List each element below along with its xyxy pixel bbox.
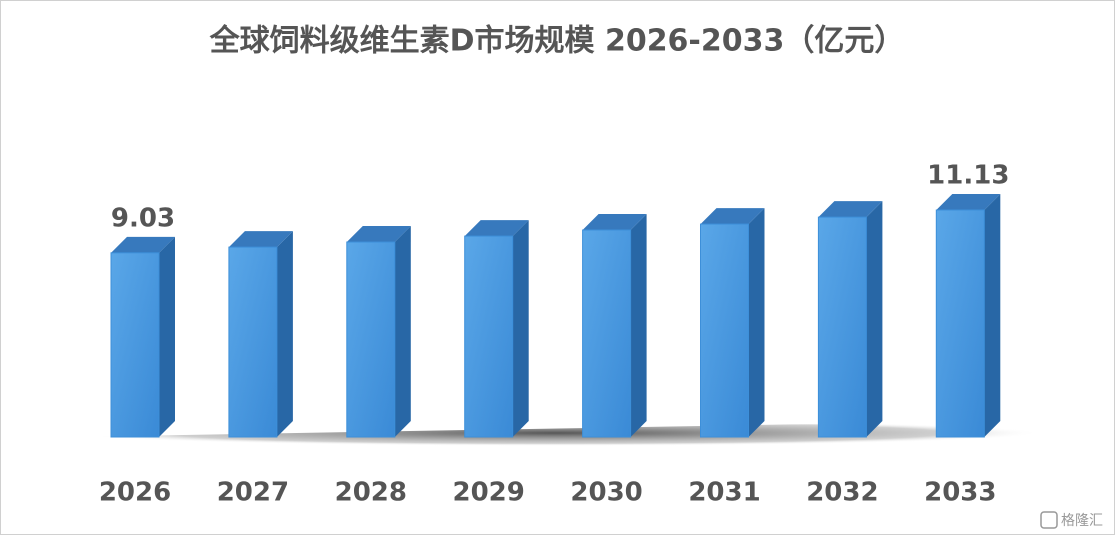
bar (464, 235, 514, 438)
bar-side (748, 208, 765, 437)
bar-side (866, 201, 883, 437)
x-tick-label: 2031 (688, 478, 760, 508)
x-tick-label: 2033 (924, 478, 996, 508)
bar-top (582, 213, 647, 230)
data-label: 9.03 (111, 203, 175, 233)
watermark-text: 格隆汇 (1061, 513, 1103, 529)
bar-top (464, 220, 529, 237)
bar (228, 246, 278, 438)
bar-top (228, 231, 293, 248)
bar-side (984, 194, 1001, 437)
bar-side (276, 231, 293, 437)
bar (935, 209, 985, 438)
watermark-icon (1040, 511, 1058, 529)
x-tick-label: 2028 (335, 478, 407, 508)
bar-side (512, 220, 529, 437)
bar-top (111, 236, 175, 253)
x-tick-label: 2027 (217, 478, 289, 508)
x-tick-label: 2030 (570, 478, 642, 508)
watermark: 格隆汇 (1040, 511, 1103, 529)
bar (346, 241, 396, 438)
bar-side (394, 226, 411, 437)
bar-top (346, 226, 411, 243)
bar (582, 229, 632, 438)
bar-top (936, 194, 1001, 210)
bar (700, 223, 749, 438)
bar-top (700, 208, 765, 225)
bar-top (818, 201, 883, 218)
bar-side (630, 213, 647, 437)
bar (110, 252, 160, 438)
x-tick-label: 2026 (99, 478, 171, 508)
chart-title: 全球饲料级维生素D市场规模 2026-2033（亿元） (209, 24, 905, 59)
x-tick-label: 2032 (806, 478, 878, 508)
bar (817, 216, 867, 438)
bar-side (159, 236, 175, 437)
floor-shadow (70, 420, 1040, 446)
x-tick-label: 2029 (453, 478, 525, 508)
data-label: 11.13 (927, 161, 1009, 191)
